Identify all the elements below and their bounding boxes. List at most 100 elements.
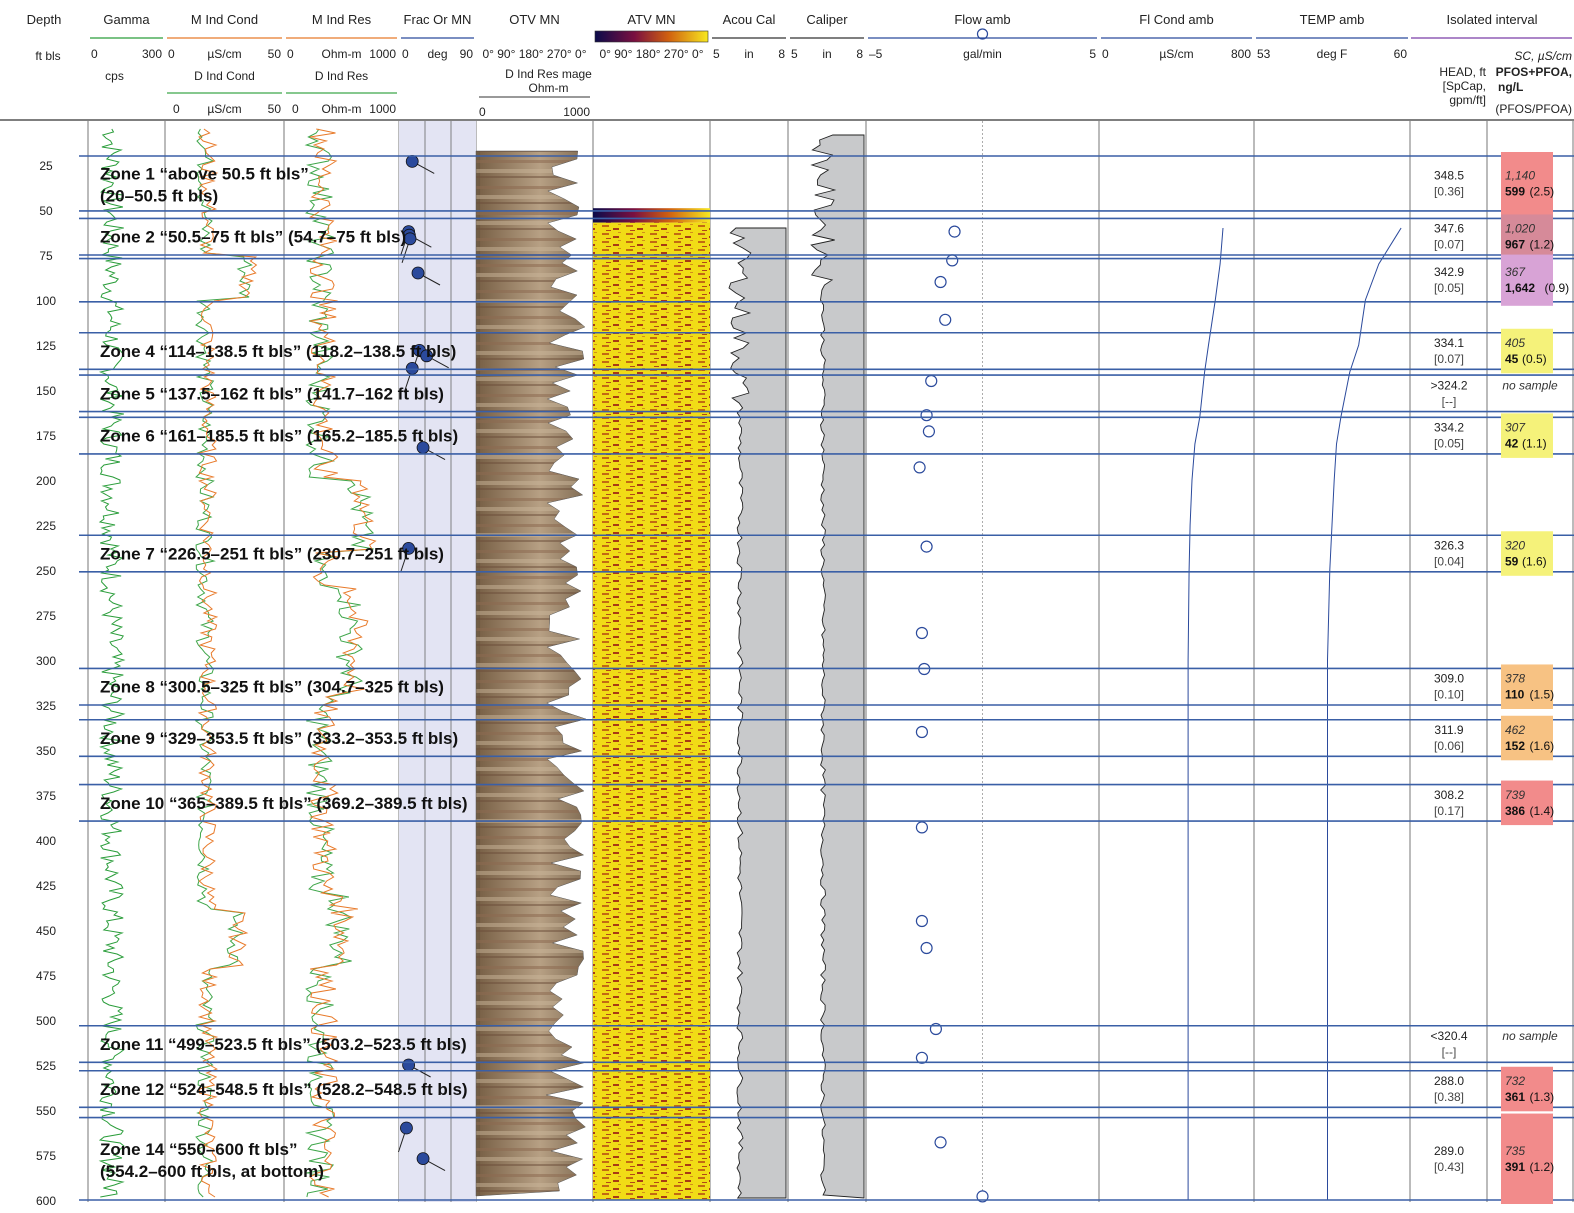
- track-max-mres: 1000: [369, 47, 396, 61]
- flow-point-1: [946, 254, 959, 267]
- track-unit-flcond: µS/cm: [1159, 47, 1193, 61]
- zone-spcap-1: [0.07]: [1434, 238, 1464, 252]
- zone-head-3: 334.1: [1434, 336, 1464, 350]
- track-max-flow: 5: [1089, 47, 1096, 61]
- zone-label-5: Zone 6 “161–185.5 ft bls” (165.2–185.5 f…: [100, 427, 458, 446]
- flow-point-16: [915, 1051, 929, 1064]
- track-unit-mres: Ohm-m: [322, 47, 362, 61]
- flow-point-0: [948, 225, 961, 238]
- zone-ratio-6: (1.6): [1522, 555, 1547, 569]
- frac-tadpole-9: [402, 542, 416, 555]
- zone-sc-7: 378: [1505, 672, 1525, 686]
- track-submax-mres: 1000: [369, 102, 396, 116]
- track-sub-otv: D Ind Res mage: [505, 67, 592, 81]
- zone-head-0: 348.5: [1434, 168, 1464, 182]
- track-title-mres: M Ind Res: [312, 12, 372, 27]
- zone-ratio-12: (1.2): [1530, 1160, 1555, 1174]
- track-max-gamma: 300: [142, 47, 162, 61]
- zone-spcap-0: [0.36]: [1434, 184, 1464, 198]
- flow-point-2: [934, 275, 947, 289]
- track-title-mcond: M Ind Cond: [191, 12, 258, 27]
- track-title-acou: Acou Cal: [723, 12, 776, 27]
- zone-head-4: >324.2: [1430, 378, 1467, 392]
- frac-tadpole-0: [405, 154, 419, 168]
- interval-title: Isolated interval: [1446, 12, 1537, 27]
- zone-sc-11: 732: [1505, 1074, 1525, 1088]
- sc-label-1: PFOS+PFOA,: [1496, 65, 1572, 79]
- zone-label-7: Zone 8 “300.5–325 ft bls” (304.7–325 ft …: [100, 678, 444, 697]
- fluid-conductivity-curve: [1187, 227, 1224, 1200]
- zone-head-7: 309.0: [1434, 672, 1464, 686]
- zone-spcap-2: [0.05]: [1434, 281, 1464, 295]
- zone-label-10: Zone 11 “499–523.5 ft bls” (503.2–523.5 …: [100, 1035, 467, 1054]
- mind-res-curve: [309, 128, 377, 1198]
- frac-tadpole-6: [420, 349, 434, 363]
- depth-tick-100: 100: [36, 294, 56, 308]
- flow-point-13: [915, 914, 929, 928]
- zone-sc-box-12: [1501, 1113, 1553, 1204]
- dind-res-curve: [304, 128, 375, 1198]
- zone-pfas-0: 599: [1505, 184, 1525, 198]
- zone-head-6: 326.3: [1434, 539, 1464, 553]
- zone-sc-6: 320: [1505, 539, 1525, 553]
- track-unit-frac: deg: [427, 47, 447, 61]
- depth-tick-125: 125: [36, 339, 56, 353]
- flow-point-9: [915, 626, 929, 640]
- track-subunit-mres: Ohm-m: [322, 102, 362, 116]
- zone-ratio-0: (2.5): [1530, 184, 1555, 198]
- zone-pfas-12: 391: [1505, 1160, 1525, 1174]
- zone-label-12: Zone 14 “550–600 ft bls”: [100, 1140, 297, 1159]
- track-min-mcond: 0: [168, 47, 175, 61]
- zone-spcap-9: [0.17]: [1434, 804, 1464, 818]
- track-max-acou: 8: [778, 47, 785, 61]
- zone-label-6: Zone 7 “226.5–251 ft bls” (230.7–251 ft …: [100, 545, 444, 564]
- zone-sc-box-9: [1501, 780, 1553, 826]
- zone-sc-1: 1,020: [1505, 222, 1535, 236]
- zone-sc-9: 739: [1505, 788, 1525, 802]
- frac-tadpole-7: [405, 361, 419, 375]
- track-title-gamma: Gamma: [103, 12, 150, 27]
- zone-label2-12: (554.2–600 ft bls, at bottom): [100, 1162, 324, 1181]
- zone-sc-box-11: [1501, 1066, 1553, 1112]
- depth-tick-575: 575: [36, 1149, 56, 1163]
- zone-spcap-5: [0.05]: [1434, 437, 1464, 451]
- frac-tadpole-12: [416, 1152, 430, 1165]
- track-unit-flow: gal/min: [963, 47, 1002, 61]
- zone-ratio-11: (1.3): [1530, 1090, 1555, 1104]
- flow-point-6: [922, 425, 936, 438]
- depth-tick-50: 50: [39, 204, 53, 218]
- head-label-1: [SpCap,: [1443, 79, 1486, 93]
- caliper-curve: [810, 134, 865, 1199]
- zone-spcap-10: [--]: [1442, 1045, 1457, 1059]
- zone-ratio-1: (1.2): [1530, 238, 1555, 252]
- zone-head-11: 288.0: [1434, 1074, 1464, 1088]
- otv-image: [475, 150, 587, 1197]
- depth-tick-150: 150: [36, 384, 56, 398]
- depth-header: Depth: [27, 12, 62, 27]
- zone-sc-box-3: [1501, 328, 1553, 374]
- zone-spcap-11: [0.38]: [1434, 1090, 1464, 1104]
- zone-head-1: 347.6: [1434, 222, 1464, 236]
- track-subunit-mcond: µS/cm: [207, 102, 241, 116]
- flow-point-11: [915, 725, 929, 739]
- flow-point-8: [920, 540, 933, 553]
- zone-sc-box-8: [1501, 715, 1553, 761]
- atv-color-scale: [594, 30, 709, 43]
- track-max-cal: 8: [856, 47, 863, 61]
- track-title-otv: OTV MN: [509, 12, 560, 27]
- frac-tadpole-4: [411, 266, 425, 280]
- sc-label-3: (PFOS/PFOA): [1495, 102, 1572, 116]
- flow-point-12: [915, 821, 929, 834]
- zone-sc-box-6: [1501, 531, 1553, 576]
- zone-spcap-8: [0.06]: [1434, 739, 1464, 753]
- zone-head-9: 308.2: [1434, 788, 1464, 802]
- flow-header-marker: [976, 28, 989, 40]
- track-title-atv: ATV MN: [627, 12, 675, 27]
- zone-sc-box-1: [1501, 214, 1553, 259]
- track-submin-mres: 0: [292, 102, 299, 116]
- flow-point-3: [939, 313, 952, 326]
- depth-tick-200: 200: [36, 474, 56, 488]
- track-unit-acou: in: [744, 47, 753, 61]
- zone-pfas-3: 45: [1505, 352, 1519, 366]
- mind-cond-curve: [197, 128, 258, 1198]
